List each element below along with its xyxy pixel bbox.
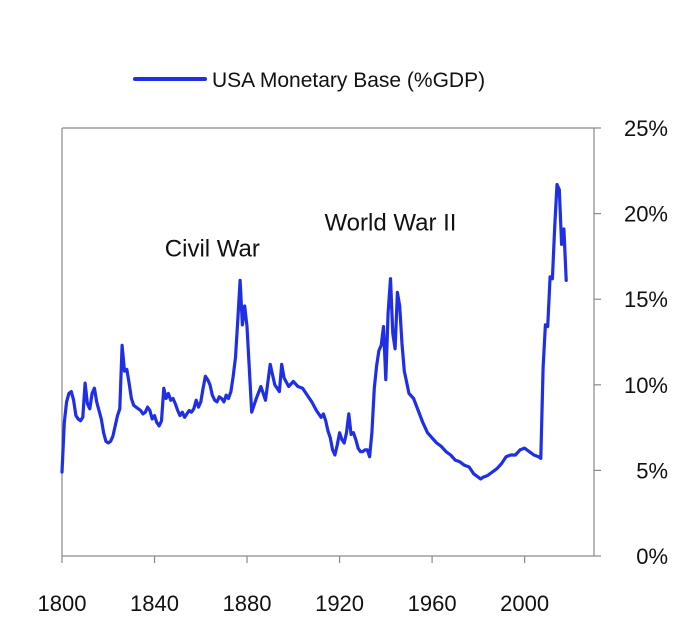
- x-tick-label: 1800: [38, 591, 87, 616]
- legend-label: USA Monetary Base (%GDP): [212, 69, 485, 92]
- y-tick-label: 5%: [636, 458, 668, 483]
- series-line-usa-monetary-base: [60, 182, 568, 481]
- y-tick-label: 25%: [624, 116, 668, 141]
- x-tick-label: 1840: [130, 591, 179, 616]
- x-axis-ticks: 1800 1840 1880 1920 1960 2000: [38, 556, 549, 616]
- x-tick-label: 1960: [408, 591, 457, 616]
- annotation-world-war-ii: World War II: [324, 210, 456, 237]
- y-axis-ticks: 0% 5% 10% 15% 20% 25%: [594, 116, 668, 569]
- annotation-civil-war: Civil War: [165, 235, 260, 262]
- x-tick-label: 1920: [315, 591, 364, 616]
- y-tick-label: 0%: [636, 544, 668, 569]
- y-tick-label: 10%: [624, 373, 668, 398]
- x-tick-label: 2000: [500, 591, 549, 616]
- legend: USA Monetary Base (%GDP): [133, 69, 485, 92]
- y-tick-label: 15%: [624, 287, 668, 312]
- x-tick-label: 1880: [223, 591, 272, 616]
- y-tick-label: 20%: [624, 202, 668, 227]
